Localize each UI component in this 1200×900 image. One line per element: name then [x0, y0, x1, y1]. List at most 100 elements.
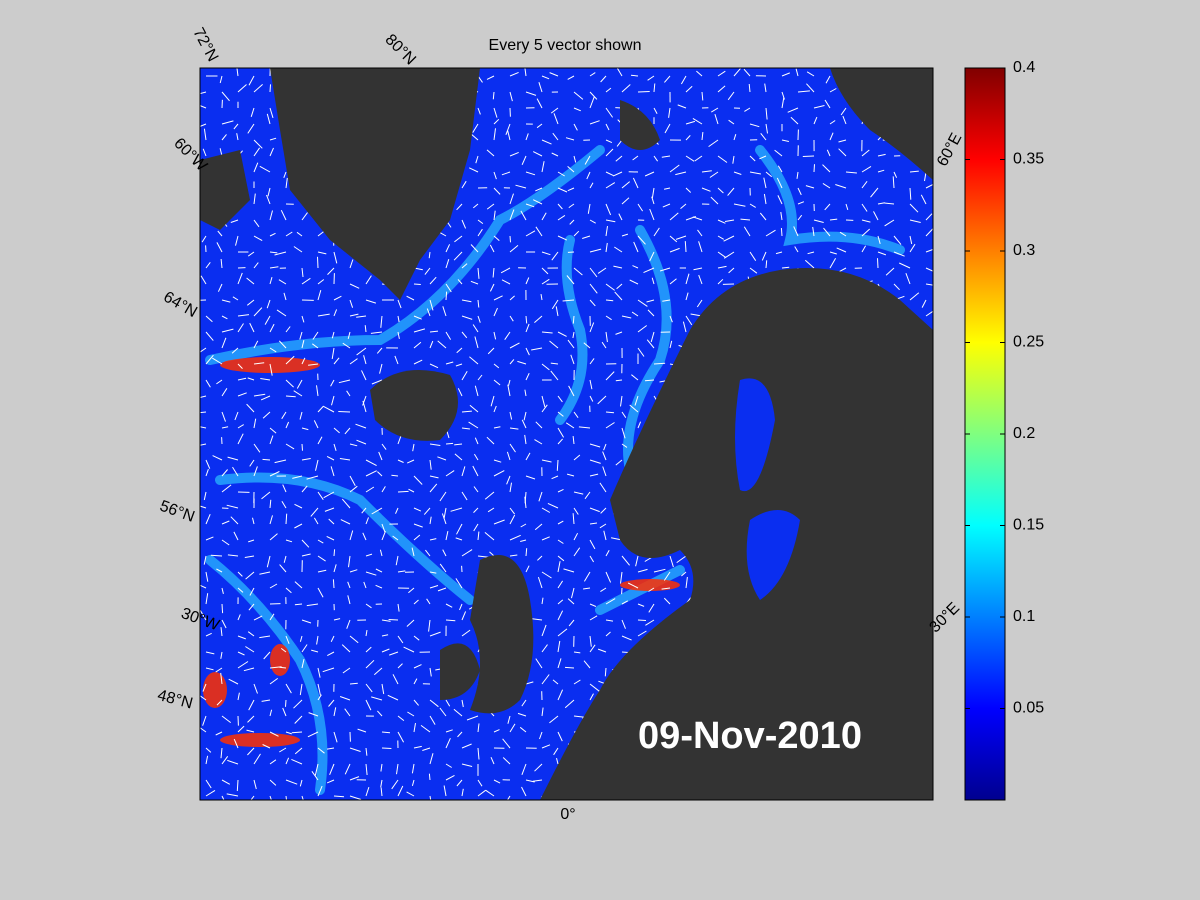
- vector: [602, 451, 607, 461]
- vector: [645, 619, 655, 626]
- vector: [521, 763, 527, 775]
- vector: [301, 644, 308, 653]
- vector: [269, 210, 273, 221]
- vector: [269, 84, 271, 93]
- vector: [537, 576, 543, 589]
- vector: [406, 791, 415, 797]
- vector: [733, 134, 737, 141]
- vector: [492, 267, 495, 278]
- vector: [797, 201, 805, 205]
- vector: [489, 551, 495, 557]
- colorbar-tick-label: 0.05: [1013, 700, 1044, 717]
- vector: [685, 85, 693, 93]
- vector: [765, 123, 768, 134]
- vector: [317, 491, 324, 500]
- vector: [210, 554, 223, 557]
- vector: [301, 795, 304, 800]
- vector: [573, 123, 578, 131]
- vector: [227, 456, 239, 461]
- vector: [349, 569, 358, 573]
- vector: [573, 532, 579, 541]
- vector: [474, 385, 479, 397]
- vector: [314, 763, 319, 776]
- vector: [221, 779, 231, 785]
- vector: [618, 213, 623, 221]
- vector: [280, 209, 287, 221]
- vector: [701, 170, 712, 173]
- vector: [568, 385, 575, 397]
- vector: [502, 738, 511, 749]
- vector: [232, 296, 239, 301]
- vector: [541, 404, 548, 413]
- vector: [292, 475, 303, 479]
- vector: [685, 576, 688, 589]
- britain: [470, 555, 534, 714]
- vector: [461, 180, 467, 189]
- colorbar: [964, 67, 1006, 801]
- vector: [646, 339, 655, 349]
- vector: [285, 795, 287, 800]
- vector: [509, 209, 515, 221]
- vector: [521, 419, 527, 429]
- vector: [877, 202, 885, 205]
- vector: [333, 618, 341, 621]
- vector: [232, 466, 239, 477]
- vector: [587, 203, 591, 214]
- vector: [233, 531, 239, 541]
- vector: [391, 779, 399, 790]
- vector: [509, 514, 516, 525]
- vector: [364, 325, 367, 333]
- vector: [429, 631, 441, 637]
- vector: [515, 184, 527, 189]
- vector: [698, 274, 703, 285]
- vector: [621, 197, 630, 205]
- vector: [468, 167, 479, 173]
- hot-spot: [620, 579, 680, 591]
- vector: [540, 294, 543, 301]
- vector: [861, 245, 867, 253]
- vector: [299, 683, 303, 696]
- vector: [371, 696, 383, 701]
- vector: [635, 555, 639, 567]
- vector: [651, 196, 655, 205]
- graticule-label: 56°N: [157, 498, 196, 526]
- vector: [456, 203, 463, 211]
- vector: [330, 635, 335, 643]
- vector: [509, 295, 515, 301]
- vector: [237, 84, 247, 93]
- vector: [507, 715, 511, 724]
- vector: [605, 598, 616, 605]
- vector: [823, 227, 831, 237]
- vector: [296, 379, 303, 389]
- vector: [600, 75, 607, 83]
- vector: [550, 107, 559, 114]
- vector: [426, 598, 431, 605]
- vector: [681, 571, 687, 577]
- vector: [269, 613, 275, 621]
- vector: [362, 400, 367, 413]
- vector: [413, 723, 416, 733]
- vector: [253, 683, 258, 694]
- vector: [525, 133, 529, 141]
- vector: [884, 202, 895, 205]
- vector: [583, 587, 591, 590]
- vector: [259, 571, 271, 575]
- vector: [406, 295, 415, 301]
- vector: [428, 619, 431, 632]
- vector: [620, 395, 623, 407]
- vector: [525, 779, 535, 783]
- vector: [669, 212, 679, 221]
- vector: [541, 459, 552, 463]
- vector: [200, 91, 207, 95]
- vector: [493, 128, 496, 141]
- vector: [557, 214, 566, 221]
- vector: [285, 587, 292, 594]
- vector: [324, 507, 335, 512]
- vector: [780, 211, 783, 221]
- vector: [370, 331, 383, 334]
- vector: [220, 651, 223, 659]
- vector: [557, 235, 568, 241]
- vector: [333, 549, 336, 557]
- vector: [877, 258, 879, 269]
- vector: [326, 455, 335, 461]
